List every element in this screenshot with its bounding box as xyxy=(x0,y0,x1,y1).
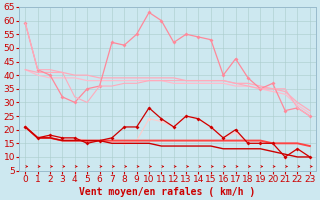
X-axis label: Vent moyen/en rafales ( km/h ): Vent moyen/en rafales ( km/h ) xyxy=(79,187,256,197)
